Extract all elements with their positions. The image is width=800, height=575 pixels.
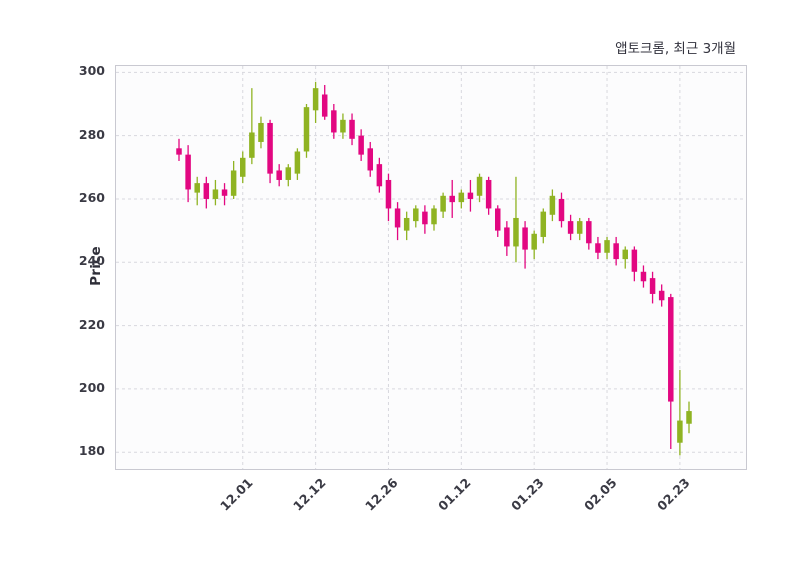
- candles-canvas: [116, 66, 746, 469]
- candle: [576, 217, 583, 241]
- candle: [367, 141, 373, 177]
- candle: [613, 236, 619, 266]
- candle: [294, 148, 301, 180]
- candle: [531, 230, 537, 260]
- candle: [640, 265, 647, 288]
- candle: [495, 205, 501, 237]
- candle: [476, 173, 483, 203]
- candle: [212, 179, 219, 206]
- candle: [376, 157, 383, 193]
- candle: [285, 164, 292, 187]
- candle: [431, 205, 437, 231]
- candle: [504, 221, 510, 256]
- candle: [422, 205, 428, 234]
- candle: [240, 151, 246, 184]
- candle: [185, 145, 191, 203]
- candle: [413, 205, 419, 228]
- y-tick-label: 280: [78, 126, 105, 142]
- candle: [403, 211, 410, 241]
- candle: [595, 236, 601, 260]
- candle: [331, 103, 337, 139]
- candle: [267, 119, 273, 184]
- candle: [349, 113, 355, 146]
- candle: [440, 192, 446, 218]
- candle: [567, 214, 574, 241]
- y-tick-label: 220: [78, 316, 105, 332]
- candle: [677, 369, 683, 456]
- candle: [522, 221, 528, 269]
- candle: [485, 176, 492, 215]
- candle: [385, 173, 392, 222]
- candle: [258, 116, 264, 149]
- candle: [230, 160, 237, 199]
- candle: [586, 217, 592, 250]
- y-tick-label: 300: [78, 63, 105, 79]
- candle: [668, 293, 674, 450]
- candle: [558, 192, 565, 228]
- candle: [458, 189, 465, 209]
- candle: [540, 208, 547, 244]
- y-tick-label: 240: [78, 253, 105, 269]
- candle: [622, 246, 628, 269]
- candle: [312, 81, 319, 123]
- candle: [203, 176, 210, 209]
- candle: [549, 189, 556, 222]
- chart-title: 앱토크롬, 최근 3개월: [615, 41, 736, 57]
- y-tick-label: 180: [78, 443, 105, 459]
- candle: [631, 246, 638, 282]
- candle: [194, 176, 200, 206]
- candle: [394, 202, 401, 241]
- candle: [467, 179, 474, 212]
- y-tick-label: 200: [78, 379, 105, 395]
- candle: [649, 271, 656, 304]
- candle: [221, 183, 228, 206]
- candle: [449, 179, 455, 218]
- candle: [658, 284, 665, 307]
- candle: [358, 129, 364, 161]
- y-tick-label: 260: [78, 189, 105, 205]
- candle: [176, 138, 182, 161]
- candle: [303, 103, 310, 158]
- candle: [513, 176, 519, 263]
- candle: [340, 113, 346, 139]
- candle: [604, 236, 610, 260]
- plot-area: [115, 65, 747, 470]
- candle: [686, 401, 692, 434]
- candle: [321, 84, 328, 120]
- candle: [276, 164, 282, 187]
- candle: [249, 88, 255, 165]
